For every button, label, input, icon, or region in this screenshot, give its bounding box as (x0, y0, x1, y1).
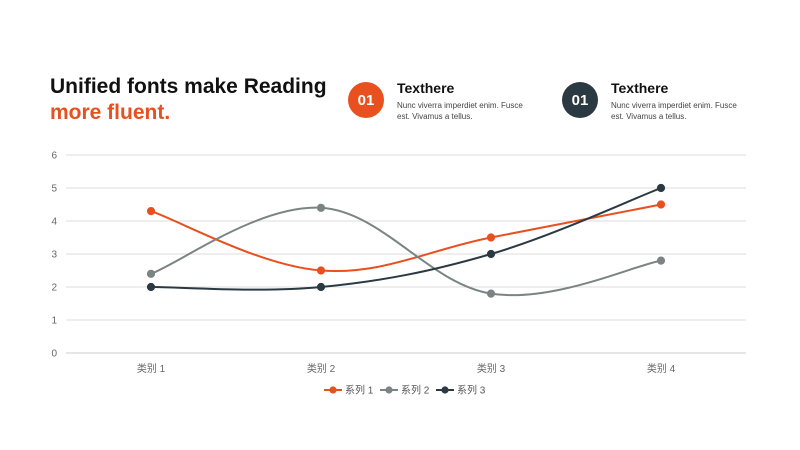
series-1-point (146, 207, 156, 216)
page-subtitle: more fluent. (50, 101, 171, 124)
legend-swatch-marker (329, 386, 337, 394)
series-1-point (486, 233, 496, 242)
y-tick-label: 6 (51, 151, 57, 162)
legend-label: 系列 3 (457, 384, 486, 397)
series-3-line (150, 187, 662, 291)
series-3-point (656, 183, 666, 193)
y-tick-label: 3 (51, 250, 57, 261)
y-tick-label: 4 (51, 217, 57, 228)
series-1-point (656, 200, 666, 209)
info-card-2: 01 Texthere Nunc viverra imperdiet enim.… (562, 80, 762, 124)
series-2-point (486, 289, 496, 298)
series-2-point (146, 269, 156, 278)
y-tick-label: 2 (51, 283, 57, 294)
series-1-point (316, 266, 326, 275)
x-tick-label: 类别 3 (477, 362, 506, 375)
y-tick-label: 5 (51, 184, 57, 195)
card-title: Texthere (611, 80, 669, 96)
title-block: Unified fonts make Reading more fluent. (50, 74, 327, 126)
info-card-1: 01 Texthere Nunc viverra imperdiet enim.… (348, 80, 548, 124)
y-tick-label: 1 (51, 316, 57, 327)
series-3-point (146, 282, 156, 292)
series-2-point (316, 203, 326, 212)
card-title: Texthere (397, 80, 455, 96)
x-tick-label: 类别 1 (137, 362, 166, 375)
card-text: Nunc viverra imperdiet enim. Fusce est. … (397, 101, 523, 121)
legend-swatch-marker (385, 386, 393, 394)
series-3-point (486, 249, 496, 259)
series-2-point (656, 256, 666, 265)
x-tick-label: 类别 2 (307, 362, 336, 375)
series-3-point (316, 282, 326, 292)
page-title: Unified fonts make Reading (50, 75, 327, 98)
series-1-line (150, 203, 662, 273)
legend-swatch-marker (441, 386, 449, 394)
legend-label: 系列 1 (345, 384, 374, 397)
series-2-line (150, 206, 662, 297)
number-badge: 01 (562, 82, 598, 118)
y-tick-label: 0 (51, 349, 57, 360)
number-badge: 01 (348, 82, 384, 118)
legend-label: 系列 2 (401, 384, 430, 397)
card-text: Nunc viverra imperdiet enim. Fusce est. … (611, 101, 737, 121)
x-tick-label: 类别 4 (647, 362, 676, 375)
